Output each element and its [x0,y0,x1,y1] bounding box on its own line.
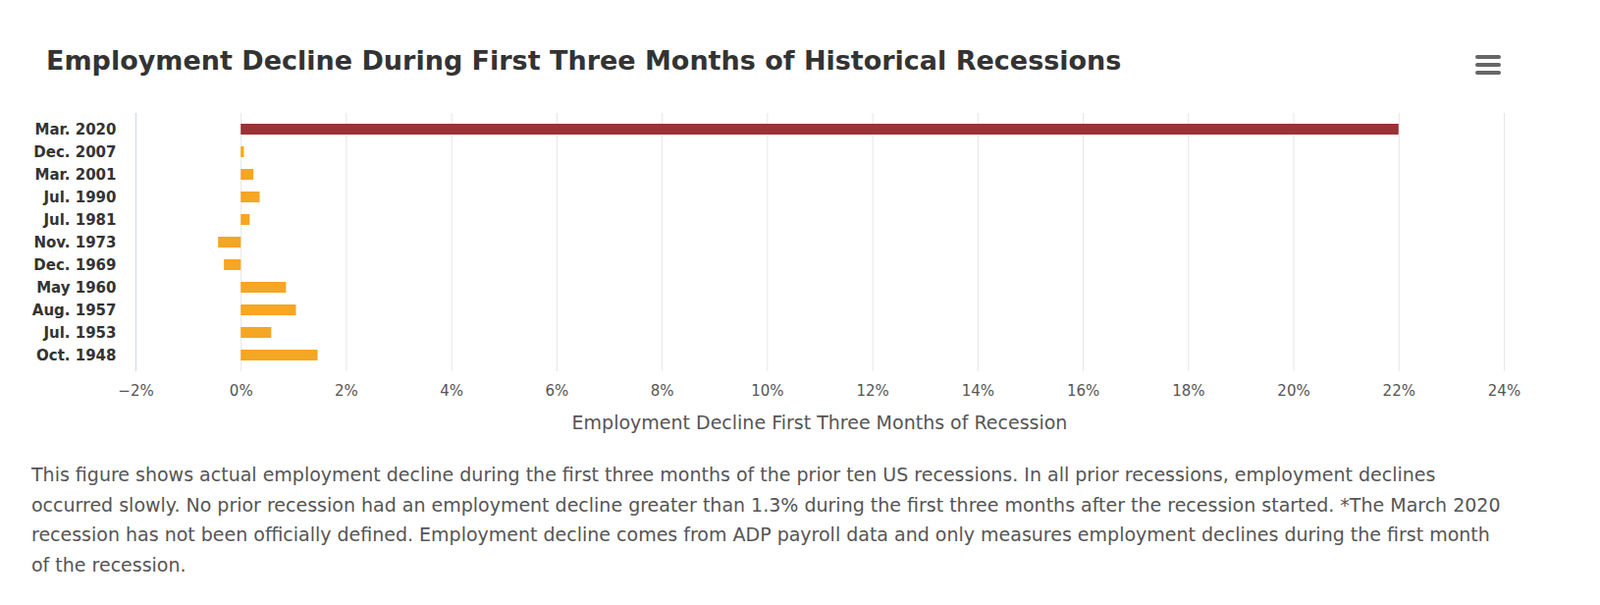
svg-text:2%: 2% [334,381,359,400]
svg-text:Jul. 1981: Jul. 1981 [42,211,116,229]
svg-text:10%: 10% [750,381,784,400]
svg-text:Aug. 1957: Aug. 1957 [32,301,117,320]
html-text:Employment Decline During Firs: Employment Decline During First Three Mo… [46,45,1122,76]
svg-text:16%: 16% [1066,381,1100,400]
svg-text:6%: 6% [545,381,570,400]
svg-text:Mar. 2001: Mar. 2001 [35,165,117,184]
svg-text:Nov. 1973: Nov. 1973 [33,233,116,252]
svg-text:18%: 18% [1172,381,1205,400]
html-text:This figure shows actual emplo: This figure shows actual employment decl… [31,463,1501,575]
svg-text:4%: 4% [439,381,464,400]
svg-text:0%: 0% [229,381,254,400]
svg-text:Jul. 1953: Jul. 1953 [42,323,116,342]
svg-text:20%: 20% [1277,381,1310,400]
svg-text:22%: 22% [1383,381,1416,400]
svg-text:Dec. 1969: Dec. 1969 [33,256,116,274]
html-text:Employment Decline First Three: Employment Decline First Three Months of… [571,411,1068,433]
svg-text:14%: 14% [961,381,995,400]
svg-text:8%: 8% [650,381,675,400]
svg-text:12%: 12% [855,381,889,400]
svg-text:24%: 24% [1488,381,1521,400]
svg-text:May 1960: May 1960 [36,278,116,297]
svg-text:Oct. 1948: Oct. 1948 [36,346,116,365]
svg-text:Mar. 2020: Mar. 2020 [35,120,117,139]
svg-text:Jul. 1990: Jul. 1990 [42,188,116,207]
svg-text:Dec. 2007: Dec. 2007 [33,143,116,161]
svg-text:−2%: −2% [117,381,154,400]
